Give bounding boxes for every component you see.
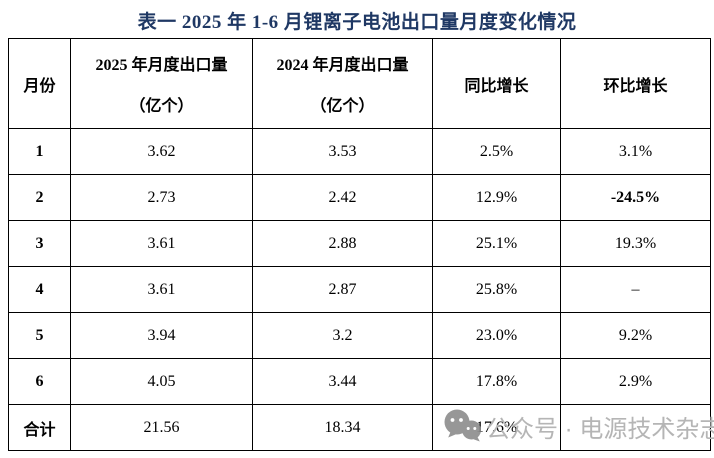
yoy-growth-cell: 17.8% [432,358,561,405]
export-2024-cell: 2.87 [252,266,433,313]
mom-growth-cell: 19.3% [560,220,711,267]
export-2024-cell: 18.34 [252,404,433,451]
mom-growth-cell: 9.2% [560,312,711,359]
yoy-growth-cell: 25.8% [432,266,561,313]
col-header-mom-growth: 环比增长 [560,38,711,129]
battery-export-table: 月份 2025 年月度出口量 （亿个） 2024 年月度出口量 （亿个） 同比增… [8,38,711,451]
yoy-growth-cell: 23.0% [432,312,561,359]
col-header-export-2025-line1: 2025 年月度出口量 [95,57,228,74]
col-header-mom-growth-label: 环比增长 [603,77,668,95]
mom-growth-cell: 3.1% [560,128,711,175]
export-2025-cell: 3.62 [70,128,253,175]
table-body: 1 3.62 3.53 2.5% 3.1% 2 2.73 2.42 12.9% … [8,128,711,451]
table-title: 表一 2025 年 1-6 月锂离子电池出口量月度变化情况 [137,12,577,33]
col-header-month-label: 月份 [23,77,56,95]
export-2025-cell: 4.05 [70,358,253,405]
table-row-total: 合计 21.56 18.34 17.6% [8,404,711,451]
header-row: 月份 2025 年月度出口量 （亿个） 2024 年月度出口量 （亿个） 同比增… [8,38,711,129]
table-row-month-6: 6 4.05 3.44 17.8% 2.9% [8,358,711,405]
table-row-month-5: 5 3.94 3.2 23.0% 9.2% [8,312,711,359]
table-row-month-3: 3 3.61 2.88 25.1% 19.3% [8,220,711,267]
mom-growth-cell-negative: -24.5% [560,174,711,221]
month-cell: 5 [8,312,71,359]
table-row-month-2: 2 2.73 2.42 12.9% -24.5% [8,174,711,221]
export-2024-cell: 3.2 [252,312,433,359]
export-2025-cell: 21.56 [70,404,253,451]
col-header-yoy-growth: 同比增长 [432,38,561,129]
col-header-export-2024-line1: 2024 年月度出口量 [276,57,409,74]
col-header-export-2025-line2: （亿个） [129,98,194,115]
mom-growth-cell [560,404,711,451]
yoy-growth-cell: 2.5% [432,128,561,175]
export-2025-cell: 3.61 [70,220,253,267]
month-cell: 3 [8,220,71,267]
col-header-export-2025: 2025 年月度出口量 （亿个） [70,38,253,129]
month-cell: 6 [8,358,71,405]
export-2025-cell: 3.94 [70,312,253,359]
col-header-month: 月份 [8,38,71,129]
table-row-month-1: 1 3.62 3.53 2.5% 3.1% [8,128,711,175]
export-2024-cell: 3.44 [252,358,433,405]
mom-growth-cell: 2.9% [560,358,711,405]
export-2025-cell: 2.73 [70,174,253,221]
col-header-export-2024: 2024 年月度出口量 （亿个） [252,38,433,129]
yoy-growth-cell: 25.1% [432,220,561,267]
total-label-cell: 合计 [8,404,71,451]
col-header-yoy-growth-label: 同比增长 [464,77,529,95]
month-cell: 2 [8,174,71,221]
export-2025-cell: 3.61 [70,266,253,313]
export-2024-cell: 2.42 [252,174,433,221]
table-row-month-4: 4 3.61 2.87 25.8% – [8,266,711,313]
yoy-growth-cell: 17.6% [432,404,561,451]
mom-growth-cell: – [560,266,711,313]
export-2024-cell: 3.53 [252,128,433,175]
col-header-export-2024-line2: （亿个） [310,98,375,115]
month-cell: 1 [8,128,71,175]
export-2024-cell: 2.88 [252,220,433,267]
month-cell: 4 [8,266,71,313]
yoy-growth-cell: 12.9% [432,174,561,221]
